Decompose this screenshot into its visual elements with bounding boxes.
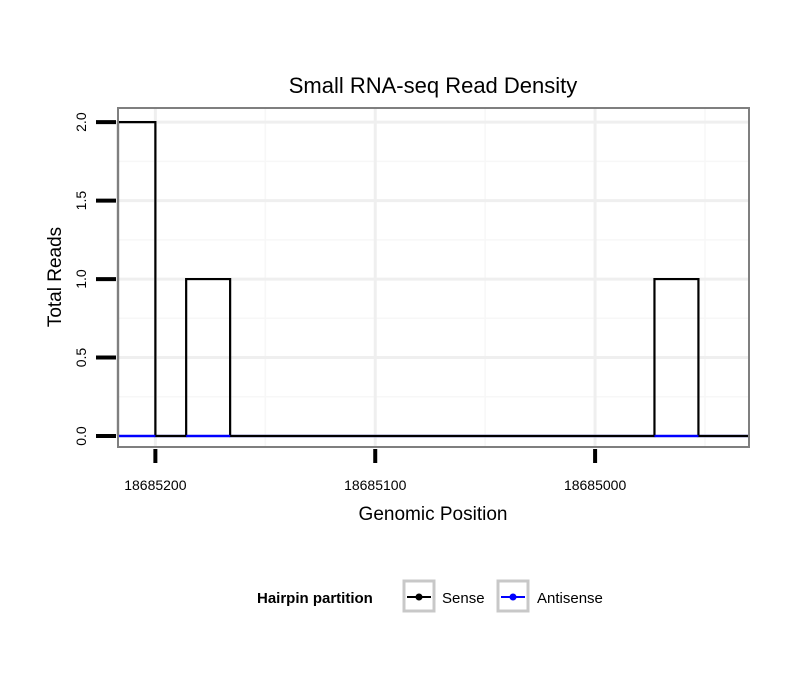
legend-label-sense: Sense xyxy=(442,590,485,607)
y-tick-label: 2.0 xyxy=(73,112,89,132)
x-axis: 18685200 18685100 18685000 xyxy=(124,449,626,493)
legend-key-box xyxy=(402,579,436,613)
legend-key-box xyxy=(496,579,530,613)
series-layer xyxy=(116,121,749,438)
legend-item-sense[interactable]: Sense xyxy=(402,579,485,613)
y-tick-label: 0.5 xyxy=(73,348,89,368)
legend-item-antisense[interactable]: Antisense xyxy=(496,579,603,613)
plot-border xyxy=(117,107,750,448)
y-tick-label: 0.0 xyxy=(73,426,89,446)
chart-title: Small RNA-seq Read Density xyxy=(289,73,578,98)
plot-panel xyxy=(118,108,749,447)
y-tick-label: 1.5 xyxy=(73,191,89,211)
series-line-sense xyxy=(116,121,749,438)
x-tick-label: 18685200 xyxy=(124,477,187,493)
y-axis-title: Total Reads xyxy=(45,227,66,327)
y-axis: 0.0 0.5 1.0 1.5 2.0 xyxy=(73,112,116,446)
x-tick-label: 18685100 xyxy=(344,477,407,493)
legend-key-sense-point xyxy=(415,593,423,601)
legend-key-antisense-point xyxy=(509,593,517,601)
x-tick-label: 18685000 xyxy=(564,477,627,493)
y-tick-label: 1.0 xyxy=(73,269,89,289)
legend-label-antisense: Antisense xyxy=(537,590,603,607)
legend-title: Hairpin partition xyxy=(257,590,373,607)
x-axis-title: Genomic Position xyxy=(359,504,508,525)
legend: Hairpin partition Sense Antisense xyxy=(257,579,603,613)
